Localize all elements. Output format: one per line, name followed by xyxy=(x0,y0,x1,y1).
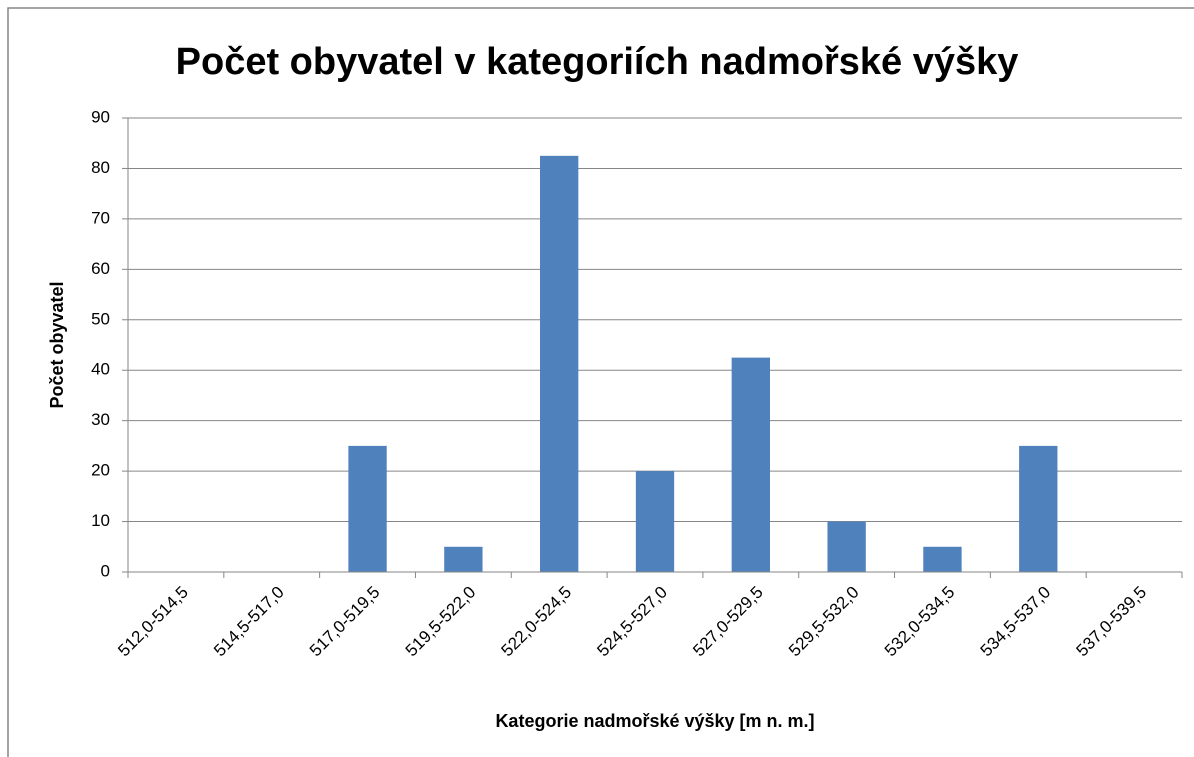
y-tick-label: 50 xyxy=(91,309,110,328)
bar xyxy=(444,546,483,572)
bar xyxy=(635,471,675,572)
y-tick-label: 30 xyxy=(91,410,110,429)
x-axis-title: Kategorie nadmořské výšky [m n. m.] xyxy=(495,711,814,731)
bar xyxy=(827,521,866,572)
chart-title: Počet obyvatel v kategoriích nadmořské v… xyxy=(176,41,1019,83)
bar xyxy=(1019,445,1058,572)
bar xyxy=(540,155,579,573)
y-tick-label: 70 xyxy=(91,208,110,227)
y-tick-label: 40 xyxy=(91,360,110,379)
y-tick-label: 10 xyxy=(91,511,110,530)
y-tick-label: 80 xyxy=(91,158,110,177)
y-axis-title: Počet obyvatel xyxy=(47,281,67,408)
chart-frame xyxy=(7,7,1194,757)
bar xyxy=(731,357,770,572)
y-tick-label: 0 xyxy=(101,561,110,580)
bar xyxy=(348,445,387,572)
bar xyxy=(923,546,962,572)
y-tick-label: 60 xyxy=(91,259,110,278)
y-tick-label: 90 xyxy=(91,107,110,126)
y-tick-label: 20 xyxy=(91,461,110,480)
